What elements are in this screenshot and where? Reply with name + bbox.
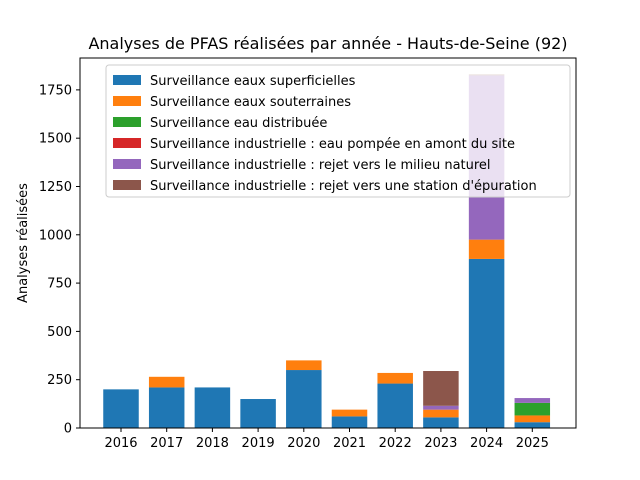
y-tick-label: 500 <box>47 325 72 340</box>
legend-entry: Surveillance industrielle : eau pompée e… <box>150 137 515 152</box>
legend-swatch <box>113 138 141 148</box>
legend-swatch <box>113 180 141 190</box>
y-tick-label: 0 <box>64 422 72 437</box>
x-tick-label: 2019 <box>242 436 275 451</box>
bar-series0-2025 <box>514 422 551 428</box>
bar-series0-2023 <box>423 417 459 428</box>
bar-series1-2021 <box>331 409 368 417</box>
legend-swatch <box>113 75 141 85</box>
bar-series1-2022 <box>377 372 413 384</box>
y-axis-ticks: 0 250 500 750 1000 1250 1500 1750 <box>39 83 80 437</box>
x-axis-ticks: 2016 2017 2018 2019 2020 2021 2022 2023 2024 2025 <box>104 428 549 451</box>
y-tick-label: 1500 <box>39 132 72 147</box>
x-tick-label: 2016 <box>104 436 137 451</box>
bar-series4-2025 <box>514 398 551 403</box>
bar-series1-2025 <box>514 415 551 423</box>
legend: Surveillance eaux superficielles Surveill… <box>105 64 571 198</box>
bar-series1-2024 <box>468 239 505 259</box>
y-tick-label: 750 <box>47 277 72 292</box>
x-tick-label: 2023 <box>424 436 457 451</box>
y-axis-label: Analyses réalisées <box>16 183 31 303</box>
legend-entry: Surveillance eaux souterraines <box>150 95 351 110</box>
bar-series2-2025 <box>514 402 551 416</box>
y-tick-label: 1000 <box>39 228 72 243</box>
bar-series1-2020 <box>286 360 322 371</box>
bar-series0-2022 <box>377 383 413 428</box>
x-tick-label: 2025 <box>516 436 549 451</box>
legend-entry: Surveillance industrielle : rejet vers u… <box>150 179 537 194</box>
bar-series5-2023 <box>423 371 459 406</box>
x-tick-label: 2020 <box>287 436 320 451</box>
bar-series4-2023 <box>423 405 459 410</box>
legend-entry: Surveillance eaux superficielles <box>150 74 356 89</box>
x-tick-label: 2017 <box>150 436 183 451</box>
plot-frame <box>79 57 577 429</box>
legend-entry: Surveillance industrielle : rejet vers l… <box>150 158 491 173</box>
legend-swatch <box>113 96 141 106</box>
bar-series0-2017 <box>148 387 185 428</box>
bar-series0-2024 <box>468 258 505 428</box>
bar-series0-2020 <box>286 370 322 428</box>
x-tick-label: 2022 <box>379 436 412 451</box>
x-tick-label: 2021 <box>333 436 366 451</box>
bar-series1-2023 <box>423 409 459 418</box>
x-tick-label: 2024 <box>470 436 503 451</box>
chart-title: Analyses de PFAS réalisées par année - H… <box>88 34 567 53</box>
bar-series0-2019 <box>240 399 276 428</box>
y-tick-label: 250 <box>47 373 72 388</box>
legend-swatch <box>113 117 141 127</box>
legend-swatch <box>113 159 141 169</box>
bar-series0-2018 <box>194 387 231 428</box>
y-tick-label: 1250 <box>39 180 72 195</box>
bar-series1-2017 <box>148 376 185 388</box>
legend-entry: Surveillance eau distribuée <box>150 116 327 131</box>
x-tick-label: 2018 <box>196 436 229 451</box>
y-tick-label: 1750 <box>39 83 72 98</box>
bar-series0-2016 <box>103 389 139 428</box>
legend-frame <box>105 64 571 198</box>
bar-series0-2021 <box>331 416 368 428</box>
